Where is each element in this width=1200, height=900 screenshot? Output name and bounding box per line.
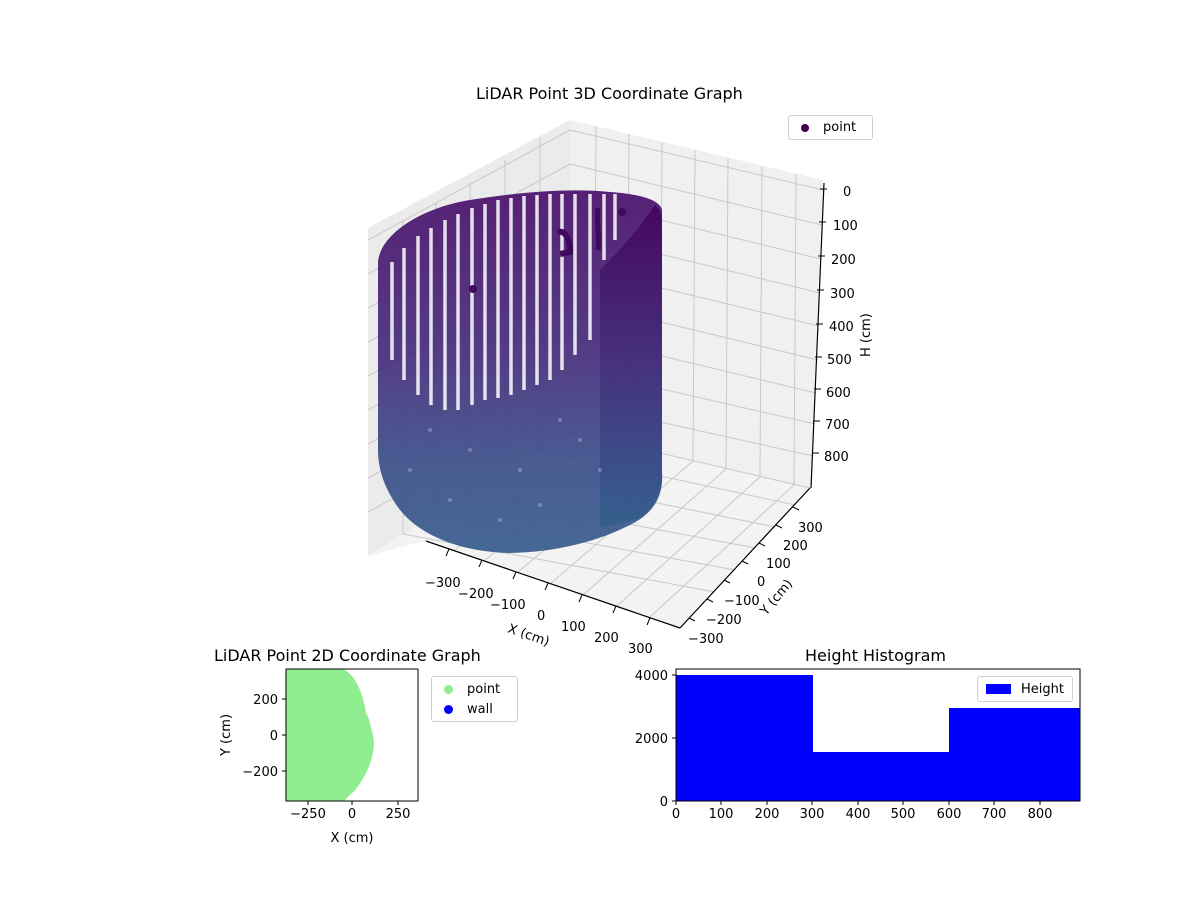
z-tick-label: 400 <box>829 320 854 335</box>
y-tick-label: 200 <box>783 539 808 554</box>
hist-legend: Height <box>977 676 1073 702</box>
plot3d-z-ticks <box>812 188 827 454</box>
plot2d-title: LiDAR Point 2D Coordinate Graph <box>214 646 481 665</box>
hist-bar <box>949 708 1080 801</box>
legend-marker-point <box>444 684 453 694</box>
z-tick-label: 0 <box>843 185 851 200</box>
hist-title: Height Histogram <box>805 646 946 665</box>
legend-label-wall: wall <box>467 701 493 717</box>
x-tick-label: 250 <box>386 807 411 822</box>
plot3d-point-cloud <box>378 190 663 553</box>
hist-bars <box>676 675 1080 801</box>
x-tick-label: 0 <box>537 609 545 624</box>
z-tick-label: 800 <box>824 450 849 465</box>
legend-label-point: point <box>467 681 501 697</box>
x-tick-label: 600 <box>937 807 962 822</box>
x-tick-label: 0 <box>348 807 356 822</box>
x-tick-label: 200 <box>755 807 780 822</box>
z-tick-label: 100 <box>833 219 858 234</box>
plot3d-y-ticks <box>688 506 800 622</box>
x-tick-label: 700 <box>982 807 1007 822</box>
x-tick-label: 300 <box>628 642 653 657</box>
x-tick-label: −200 <box>458 587 494 602</box>
x-tick-label: −100 <box>490 598 526 613</box>
z-tick-label: 600 <box>826 386 851 401</box>
y-tick-label: 300 <box>798 521 823 536</box>
plot2d-xlabel: X (cm) <box>331 831 374 846</box>
legend-marker-point <box>801 123 809 132</box>
z-tick-label: 200 <box>831 253 856 268</box>
y-tick-label: −200 <box>706 613 742 628</box>
y-tick-label: −100 <box>724 594 760 609</box>
y-tick-label: 0 <box>660 795 668 810</box>
z-tick-label: 500 <box>827 353 852 368</box>
plot3d-zlabel: H (cm) <box>859 313 874 357</box>
hist-bar <box>812 752 950 801</box>
legend-patch-height <box>986 684 1012 694</box>
plot3d-x-ticks <box>445 548 651 626</box>
z-tick-label: 700 <box>825 418 850 433</box>
plot3d-legend: point <box>788 115 873 140</box>
y-tick-label: 200 <box>253 693 278 708</box>
x-tick-label: −250 <box>290 807 326 822</box>
y-tick-label: 0 <box>757 575 765 590</box>
x-tick-label: 200 <box>594 631 619 646</box>
legend-marker-wall <box>444 704 453 714</box>
plot2d-legend: point wall <box>431 676 518 722</box>
legend-label-point: point <box>823 120 857 135</box>
plot2d-ylabel: Y (cm) <box>219 714 234 757</box>
plot3d-canvas[interactable]: −300 −200 −100 0 100 200 300 X (cm) −300… <box>0 0 1200 660</box>
x-tick-label: 0 <box>672 807 680 822</box>
plot2d-canvas[interactable]: −250 0 250 200 0 −200 X (cm) Y (cm) <box>200 660 480 860</box>
x-tick-label: 100 <box>561 620 586 635</box>
x-tick-label: 400 <box>846 807 871 822</box>
y-tick-label: 4000 <box>635 669 668 684</box>
hist-bar <box>676 675 813 801</box>
hist-canvas[interactable]: 0 100 200 300 400 500 600 700 800 0 2000… <box>620 660 1100 860</box>
y-tick-label: −300 <box>688 632 724 647</box>
legend-label-height: Height <box>1021 681 1064 697</box>
plot3d-axes <box>425 182 825 629</box>
x-tick-label: 100 <box>709 807 734 822</box>
z-tick-label: 300 <box>830 287 855 302</box>
plot2d-point-region <box>286 669 374 801</box>
x-tick-label: 300 <box>800 807 825 822</box>
y-tick-label: 0 <box>270 729 278 744</box>
plot3d-title: LiDAR Point 3D Coordinate Graph <box>476 84 743 103</box>
plot3d-xlabel: X (cm) <box>506 622 552 650</box>
y-tick-label: −200 <box>242 765 278 780</box>
y-tick-label: 2000 <box>635 732 668 747</box>
x-tick-label: −300 <box>425 576 461 591</box>
x-tick-label: 500 <box>891 807 916 822</box>
x-tick-label: 800 <box>1028 807 1053 822</box>
y-tick-label: 100 <box>766 557 791 572</box>
